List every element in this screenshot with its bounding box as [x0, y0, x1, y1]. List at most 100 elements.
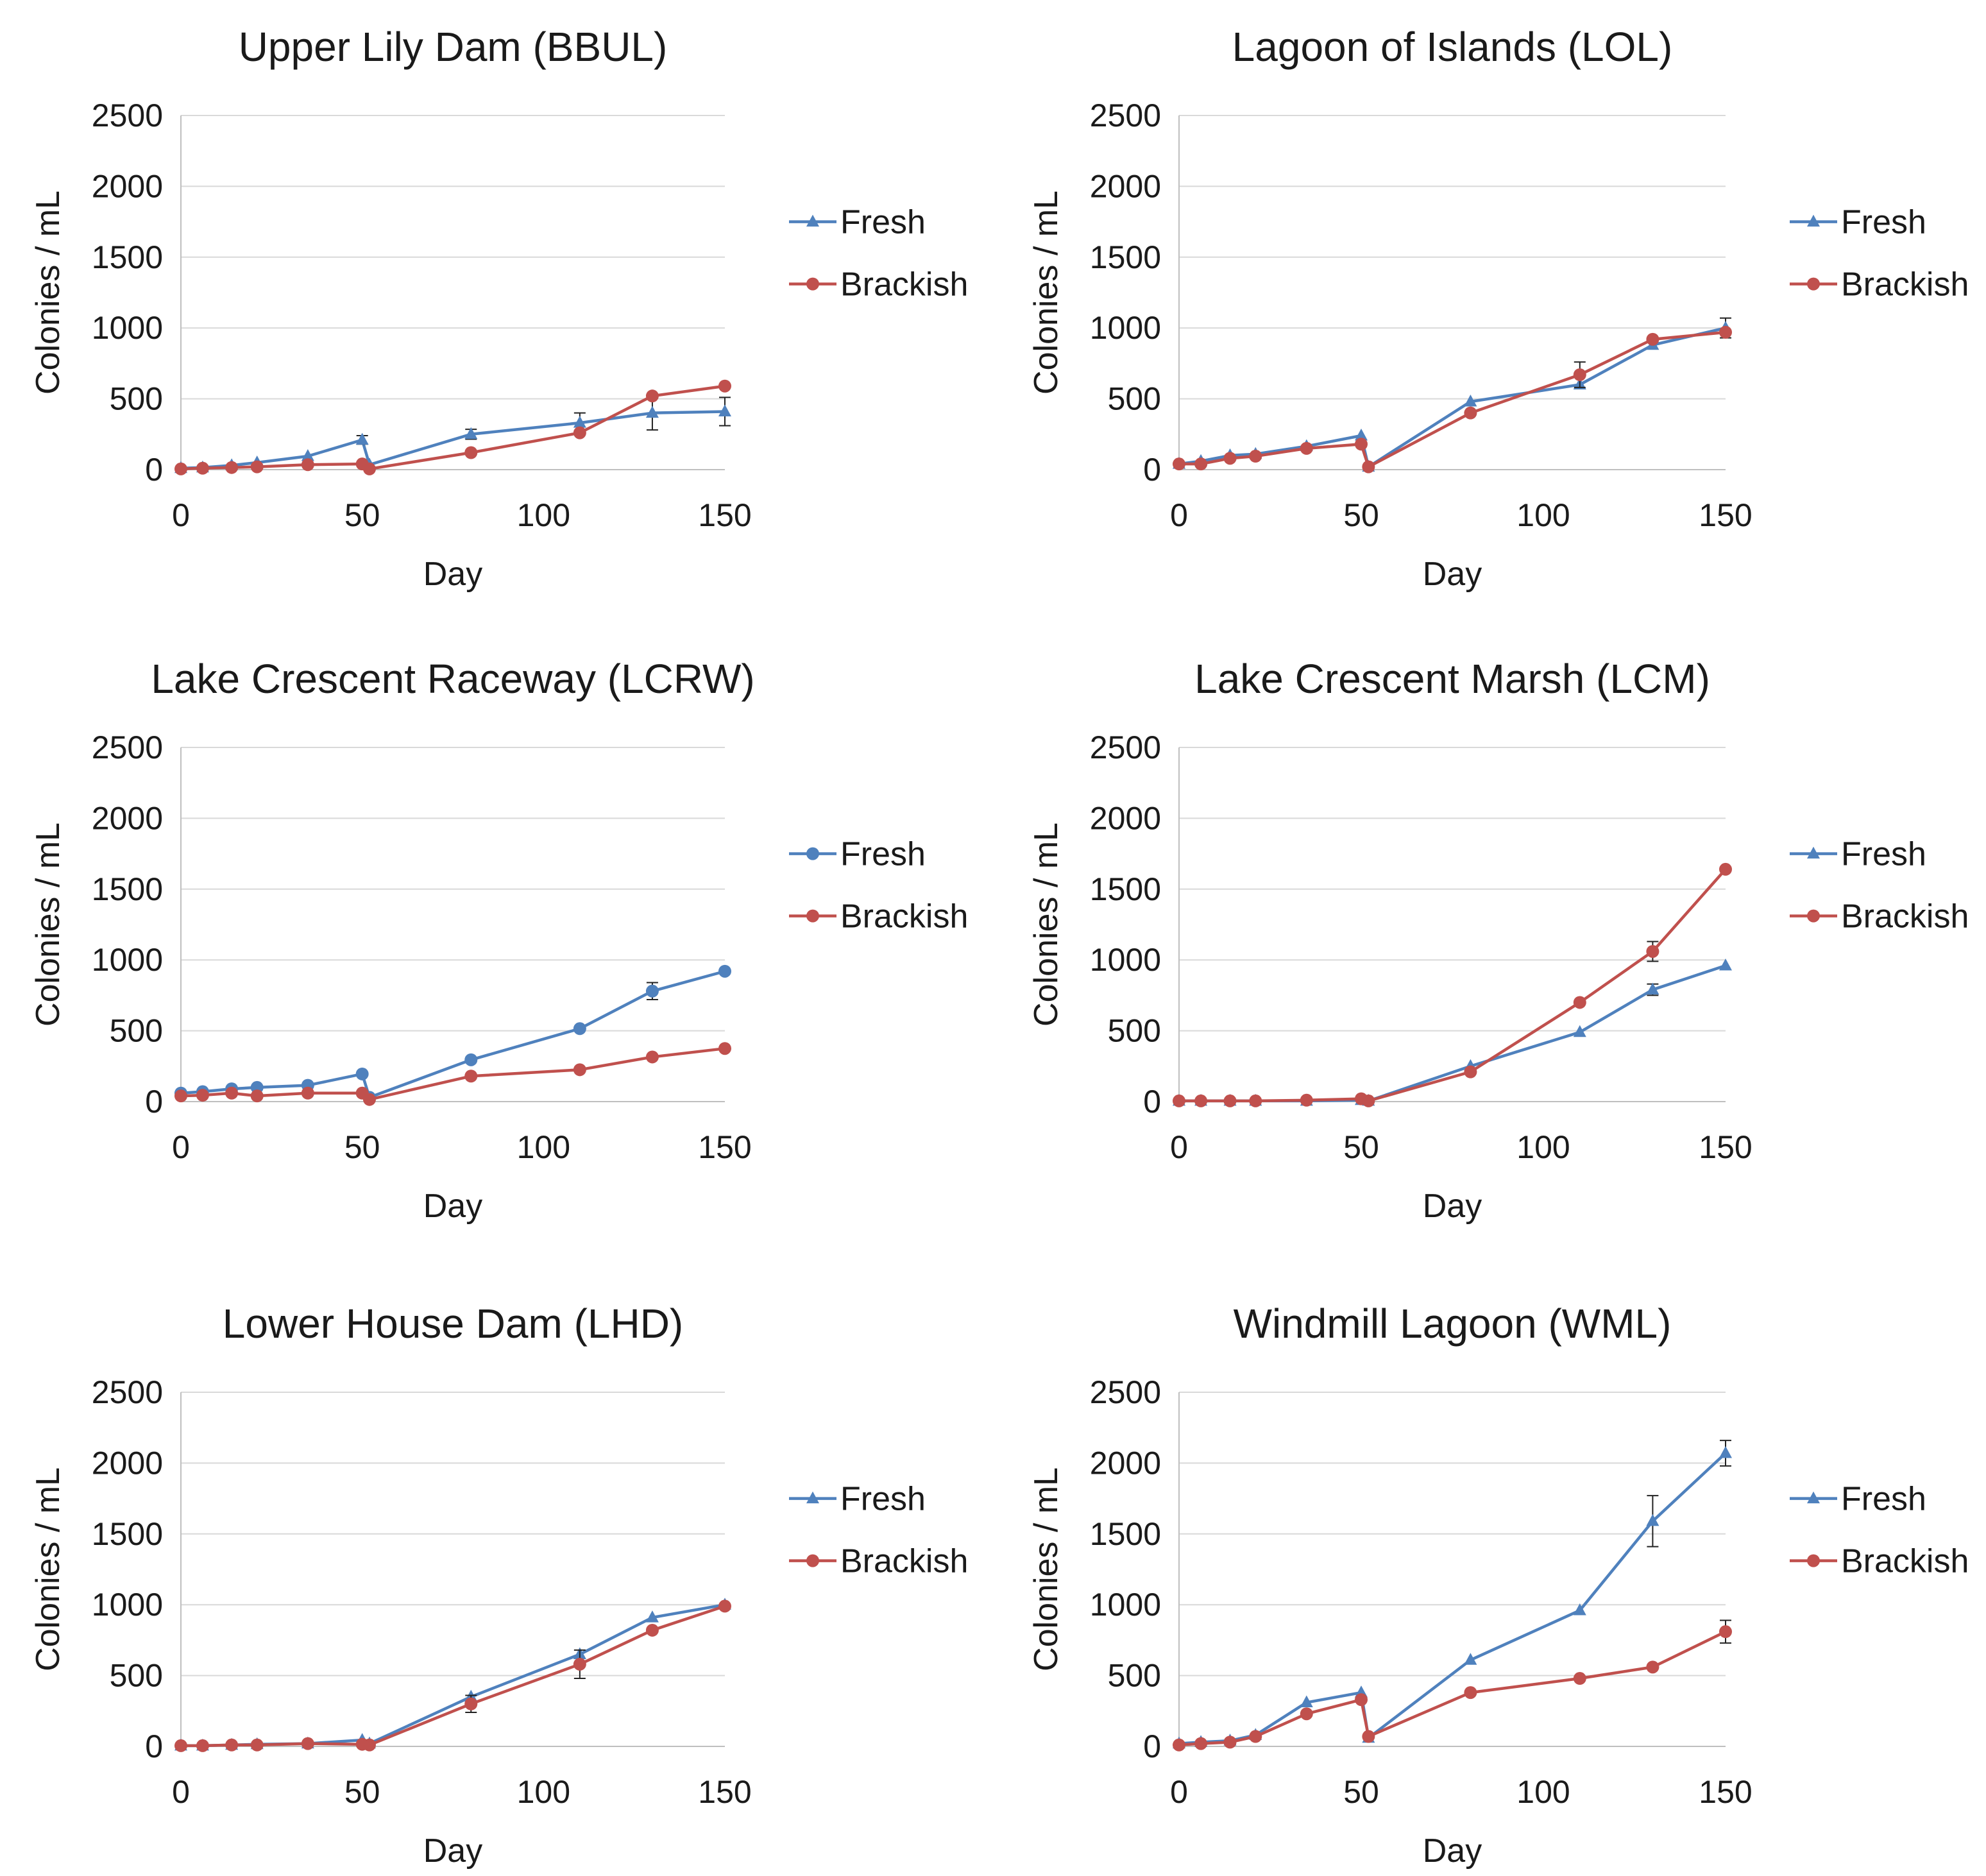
data-point [1194, 457, 1208, 471]
x-tick-label: 50 [344, 1129, 380, 1165]
legend-marker [1807, 846, 1820, 859]
y-tick-label: 2000 [1090, 1445, 1161, 1481]
legend-entry-brackish: Brackish [1790, 266, 1969, 303]
legend-label: Fresh [840, 1481, 926, 1518]
data-point [1573, 1025, 1586, 1037]
y-tick-label: 500 [110, 1013, 163, 1049]
data-point [718, 404, 731, 416]
y-tick-label: 2500 [92, 729, 163, 765]
data-point [196, 1089, 209, 1102]
legend-marker [806, 1554, 819, 1567]
data-point [1194, 1094, 1208, 1107]
x-tick-label: 0 [172, 497, 190, 533]
x-tick-label: 0 [1170, 1129, 1188, 1165]
legend-entry-fresh: Fresh [789, 1481, 926, 1518]
data-point [1646, 1514, 1659, 1526]
data-point [174, 1739, 187, 1752]
legend-marker [806, 1491, 819, 1504]
data-point [1646, 944, 1659, 958]
data-point [1573, 996, 1586, 1009]
data-point [718, 964, 731, 978]
y-tick-label: 500 [110, 1658, 163, 1694]
data-point [250, 460, 264, 473]
data-point [301, 449, 314, 461]
y-tick-label: 0 [145, 1728, 163, 1764]
x-tick-label: 100 [517, 1774, 570, 1810]
x-tick-label: 50 [1343, 497, 1379, 533]
data-point [464, 1697, 478, 1710]
y-axis-label: Colonies / mL [1028, 1467, 1065, 1671]
data-point [1249, 450, 1262, 463]
data-point [196, 1739, 209, 1752]
x-tick-label: 150 [1699, 1774, 1752, 1810]
data-point [718, 379, 731, 393]
legend-label: Brackish [1841, 898, 1969, 935]
legend-entry-fresh: Fresh [789, 204, 926, 241]
y-tick-label: 1000 [1090, 310, 1161, 346]
x-tick-label: 100 [1516, 497, 1570, 533]
legend-entry-brackish: Brackish [1790, 898, 1969, 935]
y-tick-label: 2500 [1090, 729, 1161, 765]
y-tick-label: 2000 [1090, 800, 1161, 836]
data-point [1249, 1094, 1262, 1107]
data-point [355, 1067, 369, 1080]
chart-panel-3: Lake Crescent Raceway (LCRW)050010001500… [30, 656, 968, 1225]
chart-panel-1: Upper Lily Dam (BBUL)0500100015002000250… [30, 24, 968, 593]
legend-marker [1807, 214, 1820, 227]
y-tick-label: 2500 [92, 98, 163, 133]
series-brackish [174, 1599, 731, 1752]
data-point [301, 1737, 314, 1750]
data-point [225, 1738, 239, 1752]
series-line [180, 969, 726, 1099]
series-fresh [174, 1598, 731, 1751]
x-tick-label: 100 [517, 497, 570, 533]
x-tick-label: 150 [698, 1774, 751, 1810]
y-axis-label: Colonies / mL [1028, 191, 1065, 395]
legend-entry-brackish: Brackish [789, 266, 968, 303]
y-tick-label: 1500 [1090, 871, 1161, 907]
data-point [1464, 1065, 1477, 1079]
legend-label: Fresh [1841, 836, 1926, 873]
data-point [1223, 452, 1237, 465]
data-point [645, 1623, 659, 1637]
series-brackish [1173, 862, 1732, 1107]
y-tick-label: 1500 [92, 239, 163, 275]
data-point [1719, 1445, 1732, 1458]
legend-label: Brackish [1841, 266, 1969, 303]
data-point [464, 446, 478, 459]
x-tick-label: 150 [1699, 497, 1752, 533]
chart-title: Lagoon of Islands (LOL) [1232, 24, 1673, 70]
legend-label: Brackish [1841, 1543, 1969, 1580]
legend-marker [806, 909, 819, 923]
data-point [174, 462, 187, 475]
data-point [1300, 1707, 1313, 1721]
data-point [1719, 1625, 1732, 1639]
series-brackish [1173, 1619, 1732, 1752]
data-point [464, 427, 478, 439]
data-point [1464, 1653, 1477, 1665]
data-point [362, 1738, 376, 1752]
chart-panel-4: Lake Crescent Marsh (LCM)050010001500200… [1028, 656, 1969, 1225]
data-point [225, 1086, 239, 1100]
data-point [1355, 438, 1368, 451]
y-tick-label: 1500 [1090, 1516, 1161, 1552]
x-tick-label: 50 [344, 1774, 380, 1810]
y-tick-label: 0 [145, 452, 163, 488]
chart-title: Upper Lily Dam (BBUL) [239, 24, 668, 70]
y-tick-label: 2000 [92, 1445, 163, 1481]
data-point [1300, 1695, 1313, 1708]
y-tick-label: 2000 [1090, 168, 1161, 204]
data-point [645, 1610, 659, 1623]
y-tick-label: 500 [1108, 1013, 1161, 1049]
y-axis-label: Colonies / mL [30, 191, 67, 395]
data-point [645, 405, 659, 418]
data-point [645, 1050, 659, 1064]
x-tick-label: 150 [1699, 1129, 1752, 1165]
legend-marker [806, 277, 819, 291]
y-tick-label: 1500 [92, 1516, 163, 1552]
y-tick-label: 2500 [1090, 1374, 1161, 1410]
data-point [718, 1042, 731, 1055]
data-point [301, 458, 314, 472]
x-tick-label: 100 [1516, 1129, 1570, 1165]
